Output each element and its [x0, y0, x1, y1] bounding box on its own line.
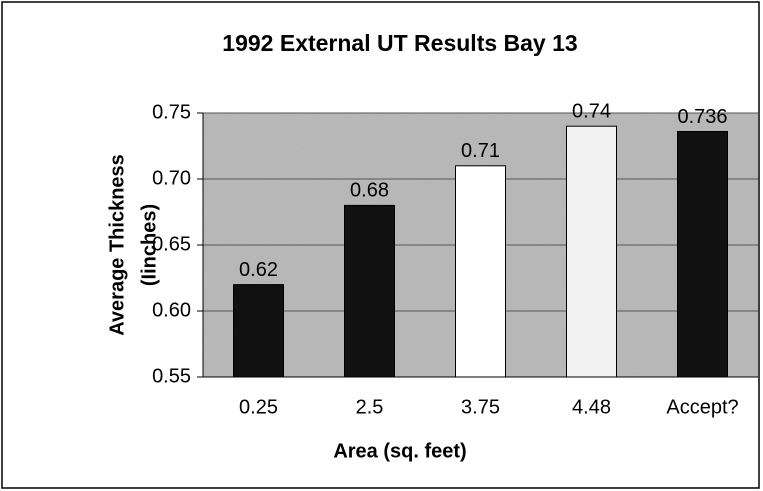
- y-tick-label: 0.65: [152, 233, 191, 255]
- x-tick-label: 0.25: [239, 396, 278, 418]
- data-label: 0.71: [461, 140, 500, 162]
- y-tick-label: 0.55: [152, 365, 191, 387]
- x-tick-label: 4.48: [572, 396, 611, 418]
- data-label: 0.74: [572, 100, 611, 122]
- chart-title: 1992 External UT Results Bay 13: [222, 30, 577, 56]
- y-tick-label: 0.75: [152, 101, 191, 123]
- data-label: 0.68: [350, 180, 389, 202]
- bar: [344, 204, 395, 378]
- x-tick-label: 2.5: [356, 396, 384, 418]
- data-label: 0.736: [677, 106, 727, 128]
- y-tick-label: 0.70: [152, 167, 191, 189]
- x-axis-label: Area (sq. feet): [333, 440, 466, 462]
- data-label: 0.62: [239, 259, 278, 281]
- bar: [455, 165, 506, 378]
- x-tick-label: Accept?: [666, 396, 738, 418]
- bar: [677, 130, 728, 378]
- y-axis-label: (Iinches): [138, 204, 160, 286]
- bar: [233, 284, 284, 378]
- y-axis-label: Average Thickness: [106, 154, 128, 336]
- x-tick-label: 3.75: [461, 396, 500, 418]
- y-tick-label: 0.60: [152, 299, 191, 321]
- bar: [566, 125, 617, 378]
